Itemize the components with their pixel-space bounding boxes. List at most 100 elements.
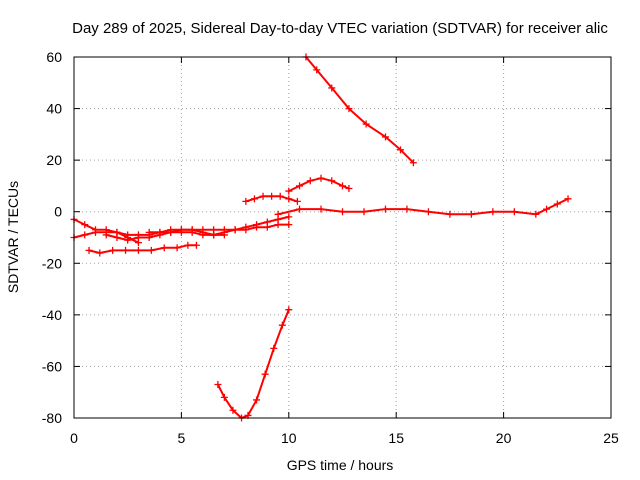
data-point — [231, 226, 239, 234]
data-point — [177, 226, 185, 234]
data-point — [317, 174, 325, 182]
y-tick-label: -60 — [42, 358, 62, 374]
data-point — [261, 370, 269, 378]
data-point — [296, 182, 304, 190]
data-point — [339, 208, 346, 216]
data-point — [188, 226, 196, 234]
x-axis-label: GPS time / hours — [287, 457, 394, 473]
data-point — [253, 396, 261, 404]
series-line — [305, 56, 415, 164]
data-point — [285, 213, 293, 221]
data-point — [91, 226, 99, 234]
y-tick-label: 20 — [46, 152, 62, 168]
data-point — [85, 246, 93, 254]
x-tick-label: 25 — [603, 430, 619, 446]
data-point — [192, 241, 200, 249]
data-point — [102, 231, 110, 239]
data-point — [424, 208, 432, 216]
data-point — [250, 195, 258, 203]
series-arc-5 — [145, 221, 293, 236]
data-point — [214, 380, 222, 388]
data-point — [396, 146, 404, 154]
data-point — [229, 406, 237, 414]
x-tick-label: 15 — [388, 430, 404, 446]
data-point — [339, 182, 346, 190]
data-point — [156, 228, 164, 236]
data-point — [210, 231, 218, 239]
data-point — [124, 236, 132, 244]
data-point — [134, 246, 142, 254]
data-point — [145, 228, 153, 236]
data-point — [285, 195, 293, 203]
data-point — [317, 205, 325, 213]
data-point — [313, 66, 321, 74]
data-point — [199, 226, 207, 234]
data-point — [510, 208, 518, 216]
series-arc-10 — [302, 53, 417, 167]
data-point — [564, 195, 572, 203]
data-point — [446, 210, 454, 218]
data-point — [268, 192, 276, 200]
data-point — [543, 205, 551, 213]
x-tick-labels: 0 5 10 15 20 25 — [70, 430, 619, 446]
plot-frame — [73, 56, 612, 419]
data-point — [381, 133, 389, 141]
data-point — [553, 200, 561, 208]
data-point — [362, 120, 370, 128]
x-tick-label: 10 — [281, 430, 297, 446]
data-point — [147, 246, 155, 254]
data-point — [173, 244, 181, 252]
y-tick-labels: -80 -60 -40 -20 0 20 40 60 — [42, 49, 62, 426]
data-series — [70, 53, 572, 422]
data-point — [184, 241, 192, 249]
data-point — [278, 321, 286, 329]
y-axis-label: SDTVAR / TECUs — [5, 181, 21, 293]
series-arc-7 — [242, 192, 301, 205]
x-tick-label: 5 — [178, 430, 186, 446]
data-point — [403, 205, 411, 213]
x-tick-label: 20 — [496, 430, 512, 446]
data-point — [242, 223, 250, 231]
data-point — [220, 228, 228, 236]
data-point — [293, 197, 301, 205]
y-tick-label: 60 — [46, 49, 62, 65]
data-point — [467, 210, 475, 218]
data-point — [489, 208, 497, 216]
data-point — [345, 105, 353, 113]
data-point — [274, 210, 282, 218]
data-point — [276, 192, 284, 200]
data-point — [160, 244, 168, 252]
chart-title: Day 289 of 2025, Sidereal Day-to-day VTE… — [72, 20, 608, 37]
data-point — [306, 177, 314, 185]
data-point — [81, 221, 89, 229]
data-point — [285, 187, 293, 195]
data-point — [328, 177, 336, 185]
data-point — [122, 246, 130, 254]
data-point — [253, 221, 261, 229]
series-arc-9 — [274, 195, 572, 218]
data-point — [328, 84, 336, 92]
data-point — [360, 208, 368, 216]
x-tick-label: 0 — [70, 430, 78, 446]
grid — [74, 57, 611, 418]
series-arc-2 — [70, 215, 142, 247]
series-line — [287, 177, 350, 193]
data-point — [381, 205, 389, 213]
data-point — [296, 205, 304, 213]
data-point — [113, 234, 121, 241]
y-tick-label: -20 — [42, 255, 62, 271]
data-point — [270, 344, 278, 352]
data-point — [259, 192, 267, 200]
y-tick-label: 40 — [46, 101, 62, 117]
series-line — [88, 244, 198, 254]
data-point — [263, 218, 271, 226]
data-point — [81, 231, 89, 239]
data-point — [134, 234, 142, 241]
data-point — [220, 393, 228, 401]
series-arc-11 — [214, 306, 293, 422]
data-point — [532, 210, 540, 218]
data-point — [96, 249, 104, 257]
series-arc-3 — [85, 241, 200, 257]
data-point — [242, 197, 250, 205]
